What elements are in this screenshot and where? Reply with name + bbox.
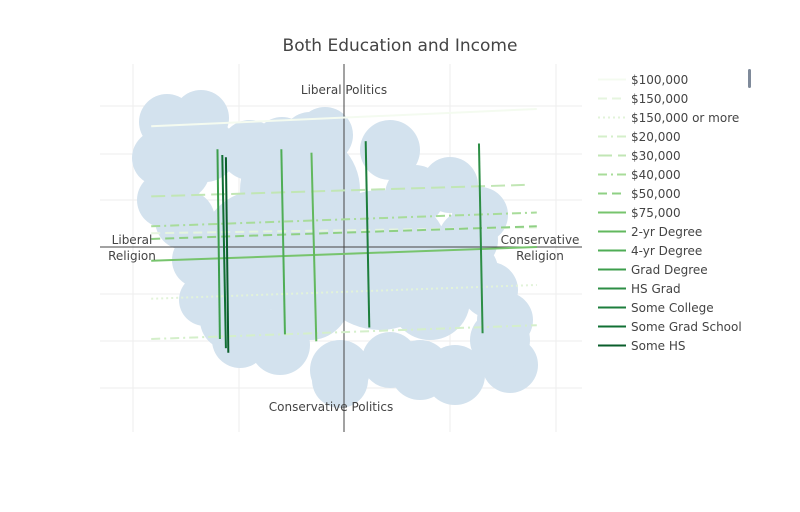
legend-label-8: 2-yr Degree: [631, 224, 703, 239]
cloud-blob-35: [470, 310, 530, 370]
series-line-11: [477, 143, 484, 334]
legend-item-11[interactable]: HS Grad: [596, 279, 742, 298]
cloud-blob-10: [360, 120, 420, 180]
legend-swatch-14: [598, 344, 626, 347]
series-line-4: [151, 183, 525, 198]
axis-label-bottom: Conservative Politics: [268, 400, 394, 414]
cloud-blob-5: [173, 118, 237, 182]
legend-item-9[interactable]: 4-yr Degree: [596, 241, 742, 260]
legend-item-0[interactable]: $100,000: [596, 70, 742, 89]
cloud-blob-26: [155, 190, 215, 250]
legend-item-8[interactable]: 2-yr Degree: [596, 222, 742, 241]
legend-swatch-10: [598, 268, 626, 271]
series-line-0: [151, 108, 537, 128]
legend-swatch-8: [598, 230, 626, 233]
axis-label-right: Conservative Religion: [500, 233, 580, 263]
legend-label-1: $150,000: [631, 91, 689, 106]
legend-item-12[interactable]: Some College: [596, 298, 742, 317]
series-line-1: [151, 226, 537, 235]
legend-label-0: $100,000: [631, 72, 689, 87]
chart-legend[interactable]: $100,000 $150,000 $150,000 or more $20,000 $…: [596, 70, 742, 355]
legend-swatch-1: [598, 97, 626, 100]
legend-item-1[interactable]: $150,000: [596, 89, 742, 108]
legend-item-3[interactable]: $20,000: [596, 127, 742, 146]
axis-label-top: Liberal Politics: [300, 83, 388, 97]
legend-swatch-11: [598, 287, 626, 290]
legend-item-10[interactable]: Grad Degree: [596, 260, 742, 279]
chart-title: Both Education and Income: [282, 36, 518, 56]
legend-label-10: Grad Degree: [631, 262, 708, 277]
legend-label-13: Some Grad School: [631, 319, 742, 334]
legend-item-14[interactable]: Some HS: [596, 336, 742, 355]
legend-item-6[interactable]: $50,000: [596, 184, 742, 203]
legend-swatch-7: [598, 211, 626, 214]
axis-label-left: Liberal Religion: [108, 233, 156, 263]
legend-label-9: 4-yr Degree: [631, 243, 703, 258]
legend-item-2[interactable]: $150,000 or more: [596, 108, 742, 127]
legend-label-6: $50,000: [631, 186, 681, 201]
legend-label-5: $40,000: [631, 167, 681, 182]
series-line-9: [280, 149, 286, 335]
legend-swatch-4: [598, 154, 626, 157]
legend-label-4: $30,000: [631, 148, 681, 163]
cloud-blob-36: [270, 260, 350, 340]
legend-label-2: $150,000 or more: [631, 110, 740, 125]
legend-swatch-3: [598, 135, 626, 138]
series-line-3: [151, 324, 537, 340]
series-line-13: [221, 154, 227, 349]
legend-label-11: HS Grad: [631, 281, 681, 296]
legend-scrollbar[interactable]: [748, 69, 751, 88]
series-line-2: [151, 283, 537, 300]
series-line-7: [151, 246, 537, 262]
series-line-12: [364, 141, 371, 328]
legend-item-7[interactable]: $75,000: [596, 203, 742, 222]
legend-swatch-9: [598, 249, 626, 252]
legend-item-5[interactable]: $40,000: [596, 165, 742, 184]
legend-swatch-5: [598, 173, 626, 176]
legend-item-4[interactable]: $30,000: [596, 146, 742, 165]
series-line-5: [151, 211, 537, 228]
series-line-6: [151, 225, 537, 240]
legend-item-13[interactable]: Some Grad School: [596, 317, 742, 336]
legend-swatch-0: [598, 78, 626, 81]
legend-label-14: Some HS: [631, 338, 686, 353]
legend-label-7: $75,000: [631, 205, 681, 220]
legend-swatch-12: [598, 306, 626, 309]
legend-swatch-13: [598, 325, 626, 328]
series-line-10: [216, 149, 221, 340]
legend-label-12: Some College: [631, 300, 714, 315]
legend-swatch-6: [598, 192, 626, 195]
legend-swatch-2: [598, 116, 626, 119]
series-line-8: [310, 152, 318, 342]
series-line-14: [224, 157, 230, 353]
legend-label-3: $20,000: [631, 129, 681, 144]
cloud-blob-29: [312, 352, 368, 408]
cloud-blob-20: [362, 332, 418, 388]
cloud-blob-34: [390, 260, 470, 340]
